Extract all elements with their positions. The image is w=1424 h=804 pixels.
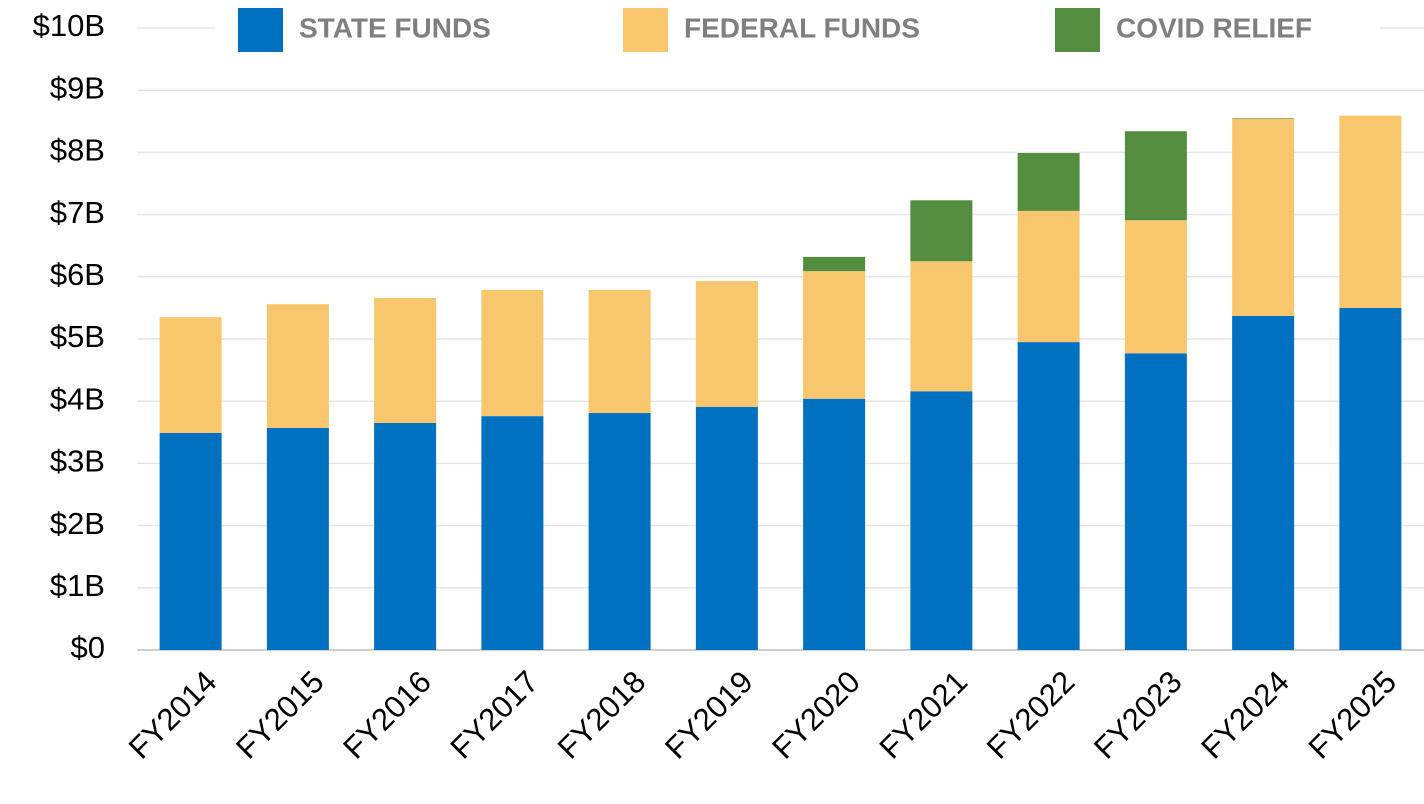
y-tick-label: $1B — [50, 568, 105, 603]
y-tick-label: $3B — [50, 444, 105, 479]
bar-segment — [803, 271, 866, 399]
y-tick-label: $7B — [50, 195, 105, 230]
x-tick-label: FY2015 — [229, 664, 331, 766]
bar-segment — [481, 289, 544, 417]
x-tick-label: FY2016 — [336, 664, 438, 766]
x-tick-label: FY2017 — [444, 664, 546, 766]
y-tick-label: $8B — [50, 133, 105, 168]
bar-segment — [588, 413, 651, 650]
y-tick-label: $2B — [50, 506, 105, 541]
bar-segment — [1232, 118, 1295, 119]
bar-segment — [695, 406, 758, 650]
bar-segment — [1232, 118, 1295, 316]
x-tick-label: FY2025 — [1302, 664, 1404, 766]
x-tick-label: FY2020 — [765, 664, 867, 766]
y-tick-label: $10B — [33, 8, 105, 43]
legend-swatch — [238, 8, 283, 52]
bar-segment — [695, 281, 758, 407]
bar-segment — [481, 416, 544, 650]
x-tick-label: FY2024 — [1194, 664, 1296, 766]
bar-segment — [910, 200, 973, 262]
x-tick-label: FY2023 — [1087, 664, 1189, 766]
legend-label: COVID RELIEF — [1116, 12, 1312, 43]
bar-segment — [266, 427, 329, 650]
bar-segment — [803, 256, 866, 272]
bar-segment — [1124, 353, 1187, 650]
bar-segment — [374, 297, 437, 423]
bar-segment — [1017, 210, 1080, 343]
bar-segment — [374, 422, 437, 650]
bar-segment — [588, 289, 651, 414]
x-tick-label: FY2021 — [873, 664, 975, 766]
legend-background — [215, 4, 1380, 56]
legend-label: STATE FUNDS — [299, 12, 491, 43]
bar-segment — [1232, 315, 1295, 650]
bar-segment — [159, 432, 222, 650]
bar-segment — [1339, 307, 1402, 650]
x-tick-label: FY2019 — [658, 664, 760, 766]
bar-segment — [910, 391, 973, 650]
y-tick-label: $5B — [50, 319, 105, 354]
x-tick-label: FY2018 — [551, 664, 653, 766]
bar-segment — [1124, 220, 1187, 354]
bar-segment — [1339, 115, 1402, 308]
legend-swatch — [623, 8, 668, 52]
legend-swatch — [1055, 8, 1100, 52]
bar-segment — [803, 398, 866, 650]
x-tick-label: FY2022 — [980, 664, 1082, 766]
y-tick-label: $0 — [71, 630, 105, 665]
bar-segment — [1017, 342, 1080, 650]
x-tick-label: FY2014 — [122, 664, 224, 766]
bar-segment — [266, 304, 329, 428]
bar-segment — [159, 317, 222, 433]
y-tick-label: $4B — [50, 381, 105, 416]
bar-segment — [1017, 153, 1080, 211]
bar-segment — [1124, 131, 1187, 221]
bar-segment — [910, 261, 973, 392]
y-tick-label: $9B — [50, 70, 105, 105]
y-tick-label: $6B — [50, 257, 105, 292]
legend-label: FEDERAL FUNDS — [684, 12, 920, 43]
